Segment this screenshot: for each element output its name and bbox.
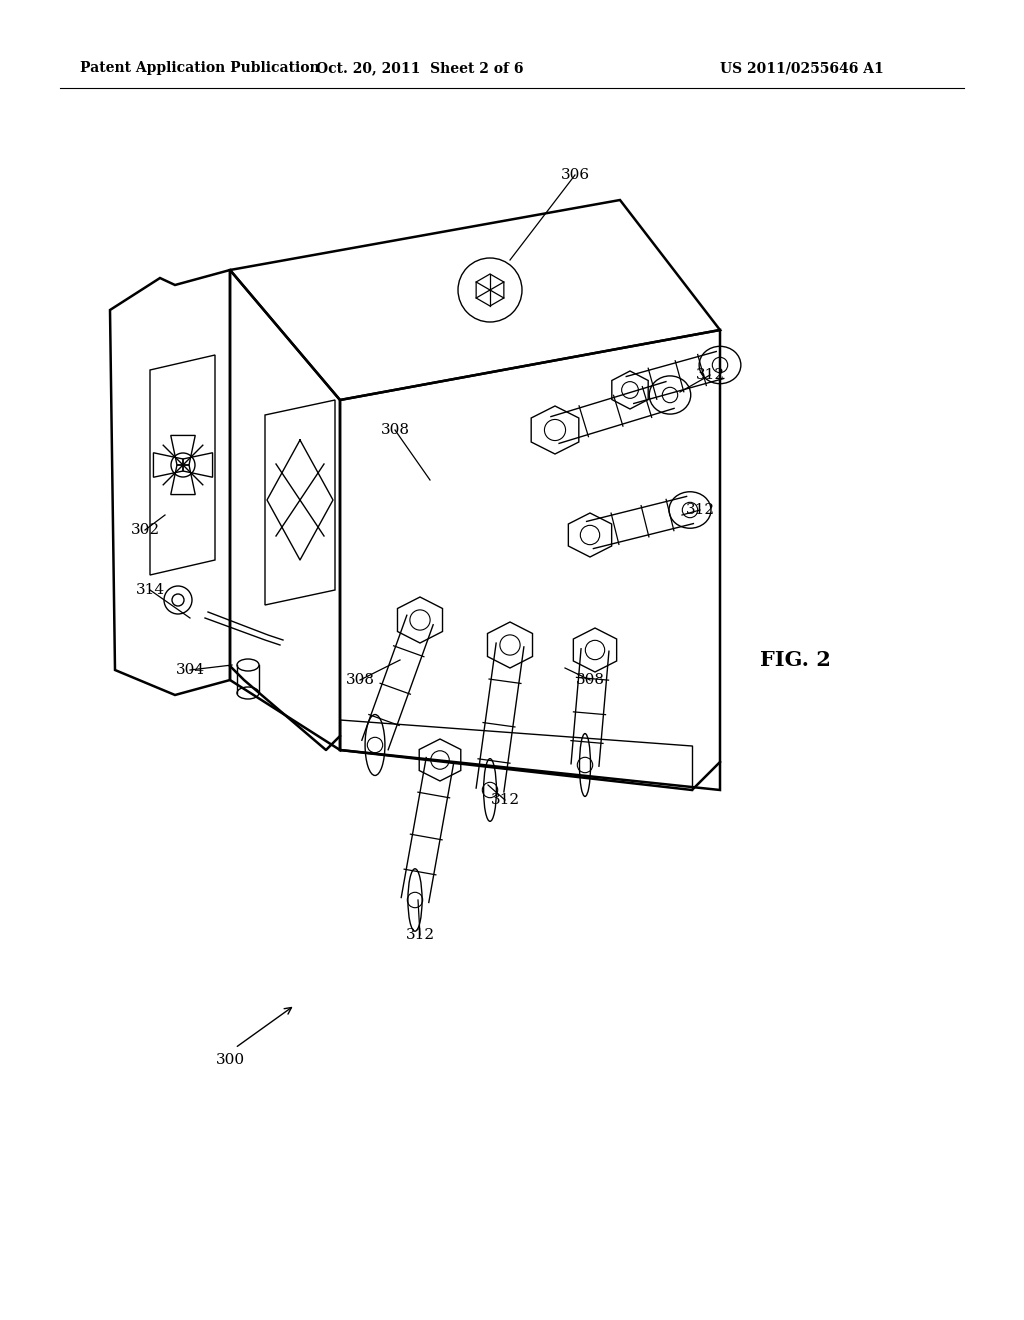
Text: 312: 312	[490, 793, 519, 807]
Text: 312: 312	[685, 503, 715, 517]
Text: Oct. 20, 2011  Sheet 2 of 6: Oct. 20, 2011 Sheet 2 of 6	[316, 61, 523, 75]
Text: 314: 314	[135, 583, 165, 597]
Text: 306: 306	[560, 168, 590, 182]
Text: 308: 308	[575, 673, 604, 686]
Text: Patent Application Publication: Patent Application Publication	[80, 61, 319, 75]
Text: 302: 302	[130, 523, 160, 537]
Text: FIG. 2: FIG. 2	[760, 649, 830, 671]
Text: 312: 312	[695, 368, 725, 381]
Text: 300: 300	[215, 1053, 245, 1067]
Text: 312: 312	[406, 928, 434, 942]
Text: 304: 304	[175, 663, 205, 677]
Text: 308: 308	[345, 673, 375, 686]
Text: 308: 308	[381, 422, 410, 437]
Text: US 2011/0255646 A1: US 2011/0255646 A1	[720, 61, 884, 75]
